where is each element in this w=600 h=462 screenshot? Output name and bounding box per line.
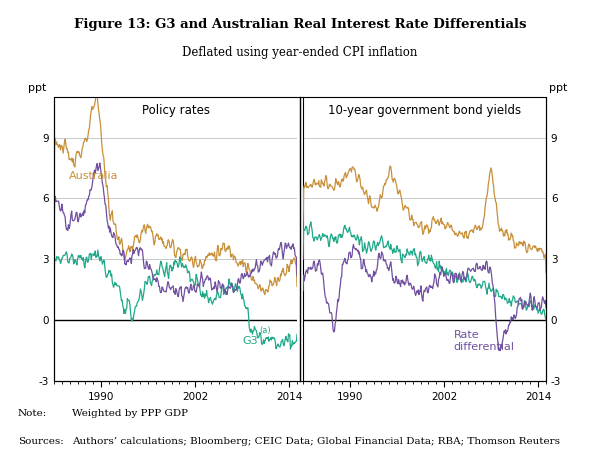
- Text: Rate
differential: Rate differential: [454, 330, 515, 352]
- Text: G3: G3: [242, 336, 258, 346]
- Text: Sources:: Sources:: [18, 437, 64, 445]
- Text: Australia: Australia: [68, 171, 118, 182]
- Text: ppt: ppt: [550, 83, 568, 93]
- Text: Authors’ calculations; Bloomberg; CEIC Data; Global Financial Data; RBA; Thomson: Authors’ calculations; Bloomberg; CEIC D…: [72, 437, 560, 445]
- Text: Figure 13: G3 and Australian Real Interest Rate Differentials: Figure 13: G3 and Australian Real Intere…: [74, 18, 526, 31]
- Text: ppt: ppt: [28, 83, 47, 93]
- Text: Weighted by PPP GDP: Weighted by PPP GDP: [72, 409, 188, 418]
- Text: Deflated using year-ended CPI inflation: Deflated using year-ended CPI inflation: [182, 46, 418, 59]
- Text: 10-year government bond yields: 10-year government bond yields: [328, 104, 521, 117]
- Text: Policy rates: Policy rates: [142, 104, 209, 117]
- Text: (a): (a): [259, 326, 271, 335]
- Text: Note:: Note:: [18, 409, 47, 418]
